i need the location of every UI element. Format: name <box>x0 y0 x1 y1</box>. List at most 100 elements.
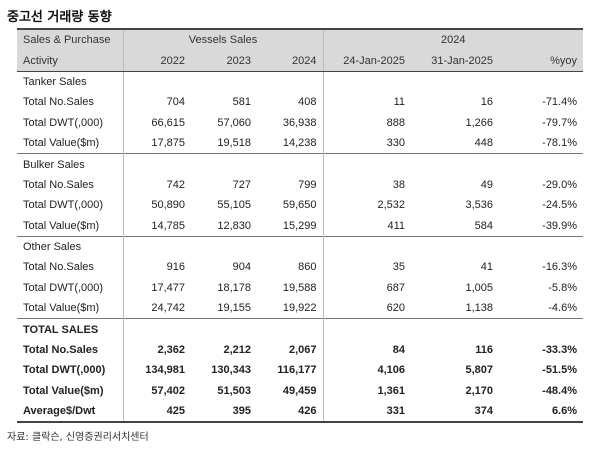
row-label: Total No.Sales <box>17 92 124 113</box>
header-activity: Activity <box>17 50 124 72</box>
cell-d2: 16 <box>480 96 494 109</box>
cell-v2023: 395 <box>191 401 257 424</box>
cell-d1: 331 <box>323 401 412 424</box>
cell-d2: 584 <box>474 219 494 232</box>
empty-cell <box>191 235 257 258</box>
row-label: Total DWT(,000) <box>17 360 124 381</box>
cell-v2022: 425 <box>123 401 191 424</box>
table-row: Total Value($m) 24,742 19,155 19,922 620 1,13… <box>17 298 583 319</box>
cell-yoy: -48.4% <box>542 384 578 397</box>
row-label: Total DWT(,000) <box>17 195 124 216</box>
empty-cell <box>411 153 500 175</box>
cell-v2022: 704 <box>166 96 185 109</box>
section-title: Tanker Sales <box>17 70 124 93</box>
row-label: Average$/Dwt <box>17 401 124 424</box>
row-label: Total Value($m) <box>17 298 124 319</box>
cell-d1: 84 <box>392 344 406 357</box>
cell-v2023: 581 <box>232 96 251 109</box>
cell-d1: 4,106 <box>377 364 406 377</box>
cell-v2022: 57,402 <box>151 384 185 397</box>
cell-v2024: 2,067 <box>257 339 324 361</box>
cell-v2022: 17,875 <box>151 137 185 150</box>
cell-v2022: 134,981 <box>145 364 185 377</box>
cell-yoy: -71.4% <box>542 96 578 109</box>
cell-d1: 2,532 <box>377 199 406 212</box>
cell-v2024: 799 <box>257 174 324 196</box>
header-yoy: %yoy <box>499 50 584 72</box>
cell-v2023: 19,155 <box>217 302 251 315</box>
section-header-row: Bulker Sales <box>17 153 584 175</box>
empty-cell <box>257 70 324 93</box>
cell-v2024: 116,177 <box>257 360 324 381</box>
section-header-row: TOTAL SALES <box>17 318 584 340</box>
empty-cell <box>123 70 191 93</box>
row-label: Total DWT(,000) <box>17 112 124 133</box>
empty-cell <box>323 70 412 93</box>
empty-cell <box>323 318 412 340</box>
cell-yoy: 6.6% <box>499 401 584 424</box>
header-sales-purchase: Sales & Purchase <box>17 27 124 51</box>
empty-cell <box>411 235 500 258</box>
cell-v2024: 860 <box>257 257 324 278</box>
table-row: Total DWT(,000) 66,615 57,060 36,938 888 1,26… <box>17 112 583 133</box>
row-label: Total No.Sales <box>17 339 124 361</box>
cell-v2023: 51,503 <box>217 384 251 397</box>
cell-d2: 1,266 <box>465 116 494 129</box>
cell-v2024: 15,299 <box>257 215 324 237</box>
cell-d1: 620 <box>386 302 406 315</box>
cell-v2024: 49,459 <box>257 380 324 402</box>
cell-v2022: 2,362 <box>157 344 185 357</box>
table-row: Total No.Sales 2,362 2,212 2,067 84 116 -33.3% <box>17 339 583 361</box>
cell-yoy: -29.0% <box>542 178 578 191</box>
page-title: 중고선 거래량 동향 <box>7 10 112 25</box>
table-row: Total Value($m) 14,785 12,830 15,299 411 584 -… <box>17 215 583 237</box>
cell-v2024: 19,922 <box>257 298 324 319</box>
table-row: Total DWT(,000) 17,477 18,178 19,588 687 1,00… <box>17 277 583 299</box>
cell-d1: 38 <box>392 178 406 191</box>
cell-yoy: -33.3% <box>542 344 578 357</box>
cell-yoy: -4.6% <box>548 302 578 315</box>
cell-v2024: 14,238 <box>257 132 324 154</box>
header-date-2: 31-Jan-2025 <box>411 50 500 72</box>
cell-v2022: 24,742 <box>151 302 185 315</box>
table-row: Average$/Dwt 425 395 426 331 374 6.6% <box>17 401 584 424</box>
cell-yoy: -78.1% <box>542 137 578 150</box>
table-row: Total No.Sales 742 727 799 38 49 -29.0% <box>17 174 583 196</box>
empty-cell <box>191 70 257 93</box>
empty-cell <box>123 153 191 175</box>
empty-cell <box>123 318 191 340</box>
cell-v2024: 36,938 <box>257 112 324 133</box>
cell-v2023: 904 <box>232 261 251 274</box>
cell-d1: 1,361 <box>377 384 406 397</box>
cell-v2023: 12,830 <box>217 219 251 232</box>
cell-v2022: 66,615 <box>151 116 185 129</box>
cell-v2023: 2,212 <box>223 344 251 357</box>
cell-d1: 11 <box>393 96 406 109</box>
cell-v2024: 426 <box>257 401 324 424</box>
cell-v2023: 130,343 <box>211 364 251 377</box>
empty-cell <box>323 153 412 175</box>
cell-yoy: -5.8% <box>548 281 578 294</box>
cell-v2024: 19,588 <box>257 277 324 299</box>
section-title: Bulker Sales <box>17 153 124 175</box>
header-vessels-sales: Vessels Sales <box>123 27 324 51</box>
table-row: Total DWT(,000) 134,981 130,343 116,177 4,10… <box>17 360 583 381</box>
cell-d2: 1,005 <box>465 281 494 294</box>
table-row: Total DWT(,000) 50,890 55,105 59,650 2,532 3,… <box>17 195 583 216</box>
cell-d2: 5,807 <box>465 364 494 377</box>
empty-cell <box>191 153 257 175</box>
cell-yoy: -39.9% <box>542 219 578 232</box>
table-row: Total No.Sales 916 904 860 35 41 -16.3% <box>17 257 583 278</box>
empty-cell <box>257 318 324 340</box>
header-date-1: 24-Jan-2025 <box>323 50 412 72</box>
vessel-sales-table: Sales & Purchase Vessels Sales 2024 Acti… <box>17 27 584 424</box>
cell-v2023: 727 <box>232 178 251 191</box>
cell-d2: 448 <box>474 137 494 150</box>
section-title: Other Sales <box>17 235 124 258</box>
cell-d1: 888 <box>386 116 406 129</box>
cell-yoy: -24.5% <box>542 199 578 212</box>
empty-cell <box>499 70 584 93</box>
header-year-2022: 2022 <box>123 50 191 72</box>
cell-yoy: -79.7% <box>542 116 578 129</box>
row-label: Total Value($m) <box>17 132 124 154</box>
